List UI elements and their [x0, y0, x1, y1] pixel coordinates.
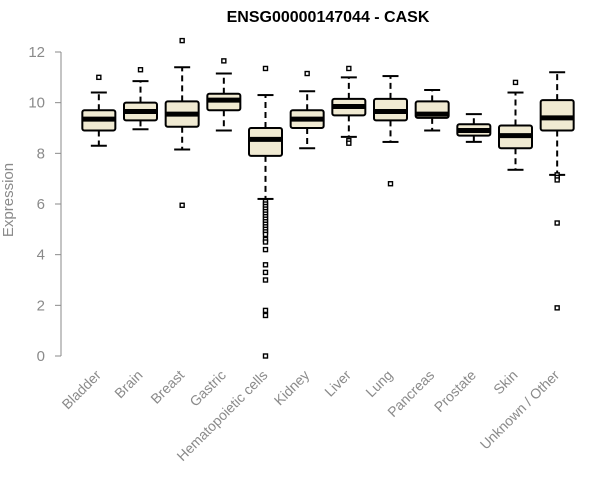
iqr-box	[539, 99, 575, 132]
x-category-label: Liver	[321, 367, 354, 400]
x-category-label: Bladder	[59, 367, 105, 413]
outlier-point	[262, 262, 269, 268]
outlier-point	[179, 37, 185, 44]
x-category-label: Breast	[147, 367, 187, 407]
y-axis: 0 2 4 6 8 10 12	[28, 44, 62, 365]
iqr-box	[248, 127, 283, 157]
y-tick-label-12: 12	[28, 44, 45, 61]
outlier-point	[346, 140, 352, 146]
outlier-point	[262, 312, 269, 319]
outlier-point	[262, 307, 269, 314]
box-group-5	[289, 70, 325, 150]
outlier-point	[221, 58, 227, 64]
outlier-point	[554, 220, 560, 226]
x-category-label: Unknown / Other	[477, 367, 563, 453]
chart-title: ENSG00000147044 - CASK	[227, 9, 430, 26]
x-category-label: Skin	[490, 367, 521, 398]
outlier-point	[96, 74, 102, 81]
boxes-layer	[81, 37, 575, 359]
y-axis-label: Expression	[0, 163, 17, 237]
y-tick-label-8: 8	[37, 145, 45, 162]
box-group-11	[539, 71, 575, 311]
x-category-label: Brain	[111, 367, 145, 401]
outlier-point	[346, 65, 352, 72]
outlier-point	[304, 70, 310, 77]
y-tick-label-10: 10	[28, 95, 45, 112]
y-tick-label-6: 6	[37, 196, 45, 213]
y-tick-label-4: 4	[37, 247, 45, 264]
box-group-3	[206, 58, 242, 132]
y-tick-label-0: 0	[37, 348, 45, 365]
box-group-2	[164, 37, 200, 208]
box-group-7	[373, 75, 408, 187]
outlier-point	[554, 177, 560, 183]
outlier-point	[262, 269, 269, 276]
box-group-6	[331, 65, 367, 146]
y-tick-label-2: 2	[37, 297, 45, 314]
outlier-point	[387, 181, 394, 187]
outlier-point	[512, 79, 519, 86]
outlier-point	[137, 67, 144, 73]
box-group-0	[81, 74, 117, 147]
outlier-point	[554, 305, 560, 311]
x-category-label: Kidney	[271, 367, 313, 409]
outlier-point	[262, 353, 269, 359]
outlier-point	[262, 231, 269, 238]
outlier-point	[262, 65, 269, 72]
outlier-point	[262, 246, 269, 253]
box-group-1	[123, 67, 158, 131]
box-group-4	[248, 65, 283, 359]
outlier-point	[262, 277, 269, 283]
box-group-10	[498, 79, 533, 171]
outlier-point	[179, 202, 185, 208]
x-category-label: Lung	[362, 367, 395, 400]
outlier-point	[262, 239, 269, 245]
box-group-8	[414, 89, 450, 132]
x-category-label: Prostate	[431, 367, 479, 415]
box-group-9	[456, 113, 492, 143]
